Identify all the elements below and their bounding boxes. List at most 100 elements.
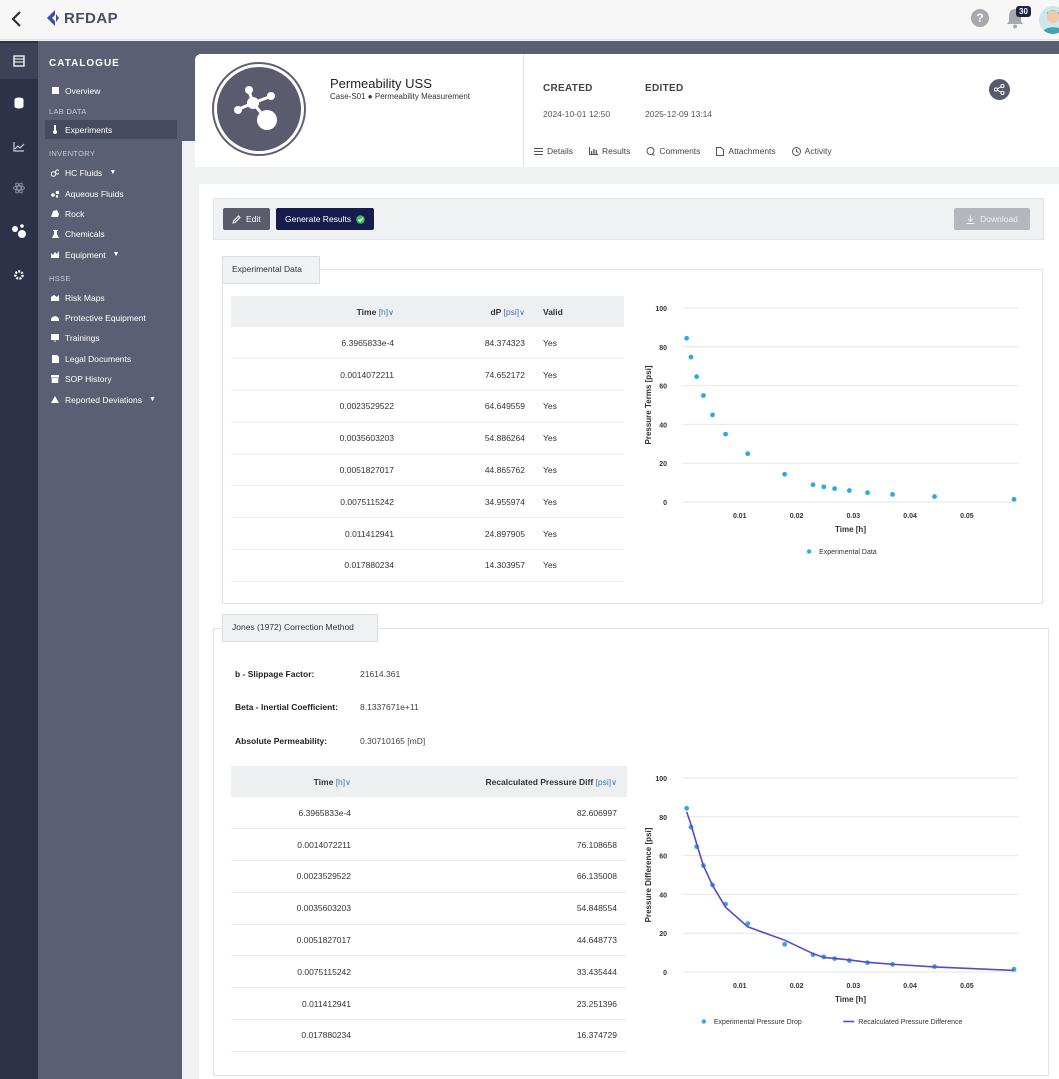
- table-row[interactable]: 0.0051827017 44.865762 Yes: [231, 454, 624, 487]
- table-row[interactable]: 0.0075115242 33.435444: [231, 955, 627, 989]
- share-button[interactable]: [989, 79, 1010, 100]
- col-dp-header[interactable]: dP [psi]∨: [394, 296, 525, 327]
- data-point[interactable]: [723, 431, 728, 437]
- data-point[interactable]: [832, 486, 838, 492]
- data-point[interactable]: [782, 941, 788, 947]
- cell-recalc: 23.251396: [351, 987, 627, 1021]
- table-row[interactable]: 0.0023529522 64.649559 Yes: [231, 390, 624, 423]
- results-content: Edit Generate Results Download Experimen…: [199, 184, 1059, 1079]
- tab-attachments[interactable]: Attachments: [716, 146, 776, 156]
- cell-time: 0.011412941: [231, 517, 394, 551]
- sidebar-item-rock[interactable]: Rock: [45, 204, 177, 223]
- cell-dp: 24.897905: [394, 517, 525, 551]
- molecule-rail-icon[interactable]: [0, 213, 38, 249]
- header-label: dP: [490, 306, 502, 317]
- data-point[interactable]: [684, 805, 690, 811]
- legend-label[interactable]: Experimental Pressure Drop: [714, 1019, 802, 1026]
- table-row[interactable]: 0.0035603203 54.848554: [231, 892, 627, 925]
- tab-details[interactable]: Details: [534, 146, 573, 156]
- col-valid-header[interactable]: Valid: [525, 296, 624, 327]
- data-point[interactable]: [694, 374, 700, 380]
- tab-results[interactable]: Results: [588, 146, 630, 156]
- col-time-header[interactable]: Time [h]∨: [231, 766, 351, 797]
- table-row[interactable]: 0.011412941 24.897905 Yes: [231, 517, 624, 551]
- sidebar-item-equipment[interactable]: Equipment ▼: [45, 245, 177, 264]
- cell-dp: 14.303957: [394, 549, 525, 582]
- data-point[interactable]: [710, 412, 715, 418]
- data-point[interactable]: [932, 494, 937, 499]
- table-row[interactable]: 0.017880234 16.374729: [231, 1019, 627, 1052]
- data-point[interactable]: [865, 490, 870, 496]
- series-line: [685, 811, 1015, 972]
- table-row[interactable]: 0.0051827017 44.648773: [231, 924, 627, 957]
- help-icon[interactable]: ?: [971, 9, 989, 27]
- col-recalc-header[interactable]: Recalculated Pressure Diff [psi]∨: [351, 766, 627, 797]
- analytics-rail-icon[interactable]: [0, 128, 38, 164]
- settings-rail-icon[interactable]: [0, 257, 38, 293]
- col-time-header[interactable]: Time [h]∨: [231, 296, 394, 327]
- table-row[interactable]: 0.0023529522 66.135008: [231, 860, 627, 893]
- sidebar-item-experiments[interactable]: Experiments: [45, 120, 177, 139]
- recalculated-pressure-chart: 0 20 40 60 80 100 0.01 0.02 0.03 0.04 0.05 Time [h]…: [644, 776, 1018, 1026]
- data-point[interactable]: [821, 484, 827, 490]
- sidebar-item-hc-fluids[interactable]: HC Fluids ▼: [45, 163, 177, 182]
- data-point[interactable]: [1011, 496, 1017, 502]
- data-point[interactable]: [701, 393, 706, 398]
- data-point[interactable]: [688, 354, 694, 360]
- cell-time: 0.0014072211: [231, 358, 394, 392]
- cell-recalc: 76.108658: [351, 828, 627, 862]
- y-axis-label: Pressure Terms [psi]: [644, 365, 653, 444]
- download-button[interactable]: Download: [954, 208, 1030, 230]
- data-point[interactable]: [684, 335, 690, 341]
- top-bar: RFDAP ? 30: [0, 0, 1059, 40]
- back-icon[interactable]: [6, 8, 28, 30]
- tab-activity[interactable]: Activity: [791, 146, 832, 156]
- cell-dp: 64.649559: [394, 390, 525, 423]
- bar-chart-icon: [588, 147, 598, 155]
- sidebar-item-aqueous-fluids[interactable]: Aqueous Fluids: [45, 184, 177, 203]
- table-row[interactable]: 0.017880234 14.303957 Yes: [231, 549, 624, 582]
- sidebar-item-risk-maps[interactable]: Risk Maps: [45, 288, 177, 307]
- brand-logo[interactable]: RFDAP: [46, 9, 118, 27]
- table-row[interactable]: 0.0075115242 34.955974 Yes: [231, 485, 624, 519]
- sidebar-item-label: Equipment: [65, 249, 106, 260]
- table-row[interactable]: 6.3965833e-4 84.374323 Yes: [231, 327, 624, 360]
- square-icon: [51, 87, 59, 95]
- table-row[interactable]: 0.011412941 23.251396: [231, 987, 627, 1021]
- avatar[interactable]: [1039, 6, 1059, 34]
- cell-valid: Yes: [525, 327, 624, 360]
- tab-comments[interactable]: Comments: [646, 146, 700, 156]
- data-point[interactable]: [890, 492, 895, 497]
- cell-valid: Yes: [525, 422, 624, 455]
- y-tick-label: 20: [659, 461, 667, 468]
- cell-time: 0.017880234: [231, 1019, 351, 1052]
- catalogue-rail-icon[interactable]: [0, 43, 38, 79]
- sidebar-item-overview[interactable]: Overview: [45, 81, 177, 100]
- experimental-data-tab[interactable]: Experimental Data: [222, 256, 320, 284]
- data-point[interactable]: [810, 482, 816, 488]
- sidebar-item-trainings[interactable]: Trainings: [45, 328, 177, 347]
- generate-results-button[interactable]: Generate Results: [276, 208, 375, 230]
- table-row[interactable]: 6.3965833e-4 82.606997: [231, 797, 627, 830]
- beaker-icon: [51, 229, 59, 238]
- legend-label[interactable]: Experimental Data: [819, 549, 877, 556]
- database-rail-icon[interactable]: [0, 85, 38, 121]
- atom-rail-icon[interactable]: [0, 170, 38, 206]
- recalculated-pressure-table: Time [h]∨ Recalculated Pressure Diff [ps…: [231, 766, 627, 1052]
- sidebar-item-protective-equipment[interactable]: Protective Equipment: [45, 308, 177, 327]
- jones-correction-tab[interactable]: Jones (1972) Correction Method: [222, 614, 378, 642]
- sidebar-item-sop-history[interactable]: SOP History: [45, 369, 177, 388]
- data-point[interactable]: [782, 471, 788, 477]
- data-point[interactable]: [846, 488, 852, 493]
- sidebar-section-inventory: INVENTORY: [49, 149, 96, 158]
- edit-button[interactable]: Edit: [223, 208, 270, 230]
- table-row[interactable]: 0.0035603203 54.886264 Yes: [231, 422, 624, 455]
- table-row[interactable]: 0.0014072211 76.108658: [231, 828, 627, 862]
- sidebar-item-legal-documents[interactable]: Legal Documents: [45, 349, 177, 368]
- data-point[interactable]: [745, 451, 751, 457]
- legend-label[interactable]: Recalculated Pressure Difference: [858, 1019, 962, 1026]
- sidebar-item-reported-deviations[interactable]: Reported Deviations ▼: [45, 390, 177, 409]
- sidebar-item-chemicals[interactable]: Chemicals: [45, 224, 177, 243]
- header-unit: [psi]: [503, 306, 520, 317]
- table-row[interactable]: 0.0014072211 74.652172 Yes: [231, 358, 624, 392]
